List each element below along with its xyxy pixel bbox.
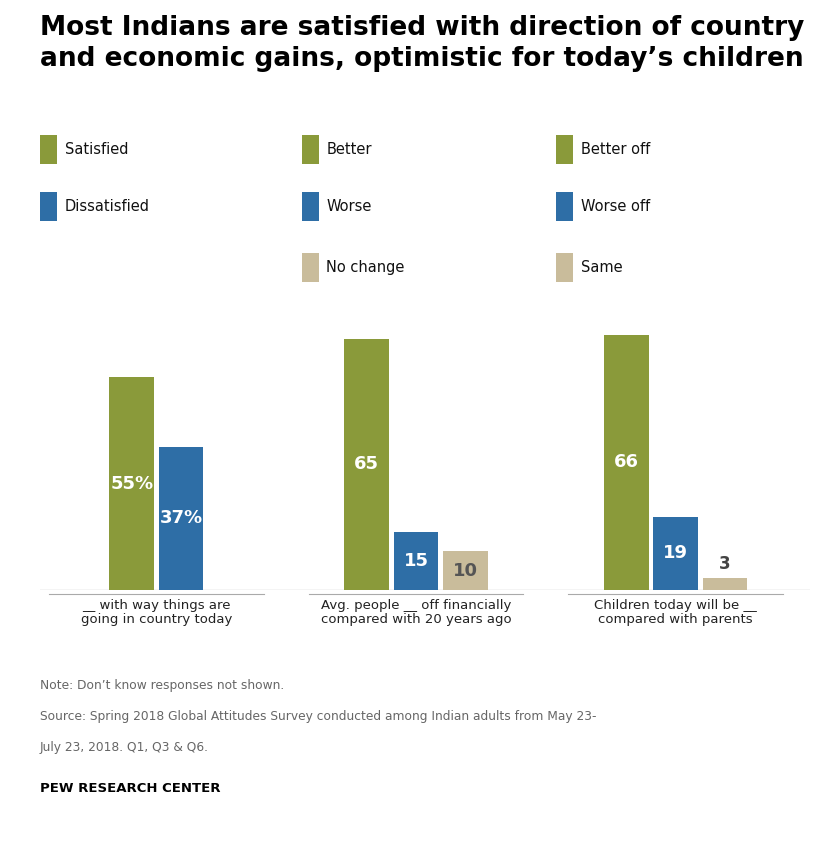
FancyBboxPatch shape <box>302 253 318 282</box>
Text: Satisfied: Satisfied <box>65 142 129 157</box>
Text: 15: 15 <box>403 552 428 570</box>
FancyBboxPatch shape <box>556 135 573 163</box>
Text: Better off: Better off <box>580 142 650 157</box>
Bar <box>159 447 203 590</box>
Bar <box>394 532 438 590</box>
Bar <box>344 339 389 590</box>
Text: Avg. people __ off financially
compared with 20 years ago: Avg. people __ off financially compared … <box>321 599 512 626</box>
Bar <box>654 517 698 590</box>
Text: 10: 10 <box>453 562 478 580</box>
Text: 19: 19 <box>664 544 688 562</box>
Text: 55%: 55% <box>110 475 154 493</box>
FancyBboxPatch shape <box>302 135 318 163</box>
Text: Note: Don’t know responses not shown.: Note: Don’t know responses not shown. <box>40 679 284 691</box>
Text: No change: No change <box>327 260 405 275</box>
Text: Children today will be __
compared with parents: Children today will be __ compared with … <box>595 599 757 626</box>
Text: Worse: Worse <box>327 200 372 214</box>
Text: Worse off: Worse off <box>580 200 649 214</box>
FancyBboxPatch shape <box>556 253 573 282</box>
Bar <box>443 551 488 590</box>
Text: 37%: 37% <box>160 509 202 527</box>
Text: July 23, 2018. Q1, Q3 & Q6.: July 23, 2018. Q1, Q3 & Q6. <box>40 741 209 754</box>
Text: Source: Spring 2018 Global Attitudes Survey conducted among Indian adults from M: Source: Spring 2018 Global Attitudes Sur… <box>40 710 596 723</box>
FancyBboxPatch shape <box>302 193 318 221</box>
Text: Most Indians are satisfied with direction of country
and economic gains, optimis: Most Indians are satisfied with directio… <box>40 15 805 72</box>
Text: Dissatisfied: Dissatisfied <box>65 200 150 214</box>
Text: 66: 66 <box>614 453 639 471</box>
Text: 65: 65 <box>354 455 380 473</box>
Bar <box>702 579 748 590</box>
Bar <box>604 335 648 590</box>
FancyBboxPatch shape <box>556 193 573 221</box>
Text: __ with way things are
going in country today: __ with way things are going in country … <box>81 599 232 626</box>
Text: Better: Better <box>327 142 372 157</box>
Text: Same: Same <box>580 260 622 275</box>
FancyBboxPatch shape <box>40 135 57 163</box>
Text: 3: 3 <box>719 555 731 573</box>
Bar <box>109 378 155 590</box>
FancyBboxPatch shape <box>40 193 57 221</box>
Text: PEW RESEARCH CENTER: PEW RESEARCH CENTER <box>40 782 220 795</box>
